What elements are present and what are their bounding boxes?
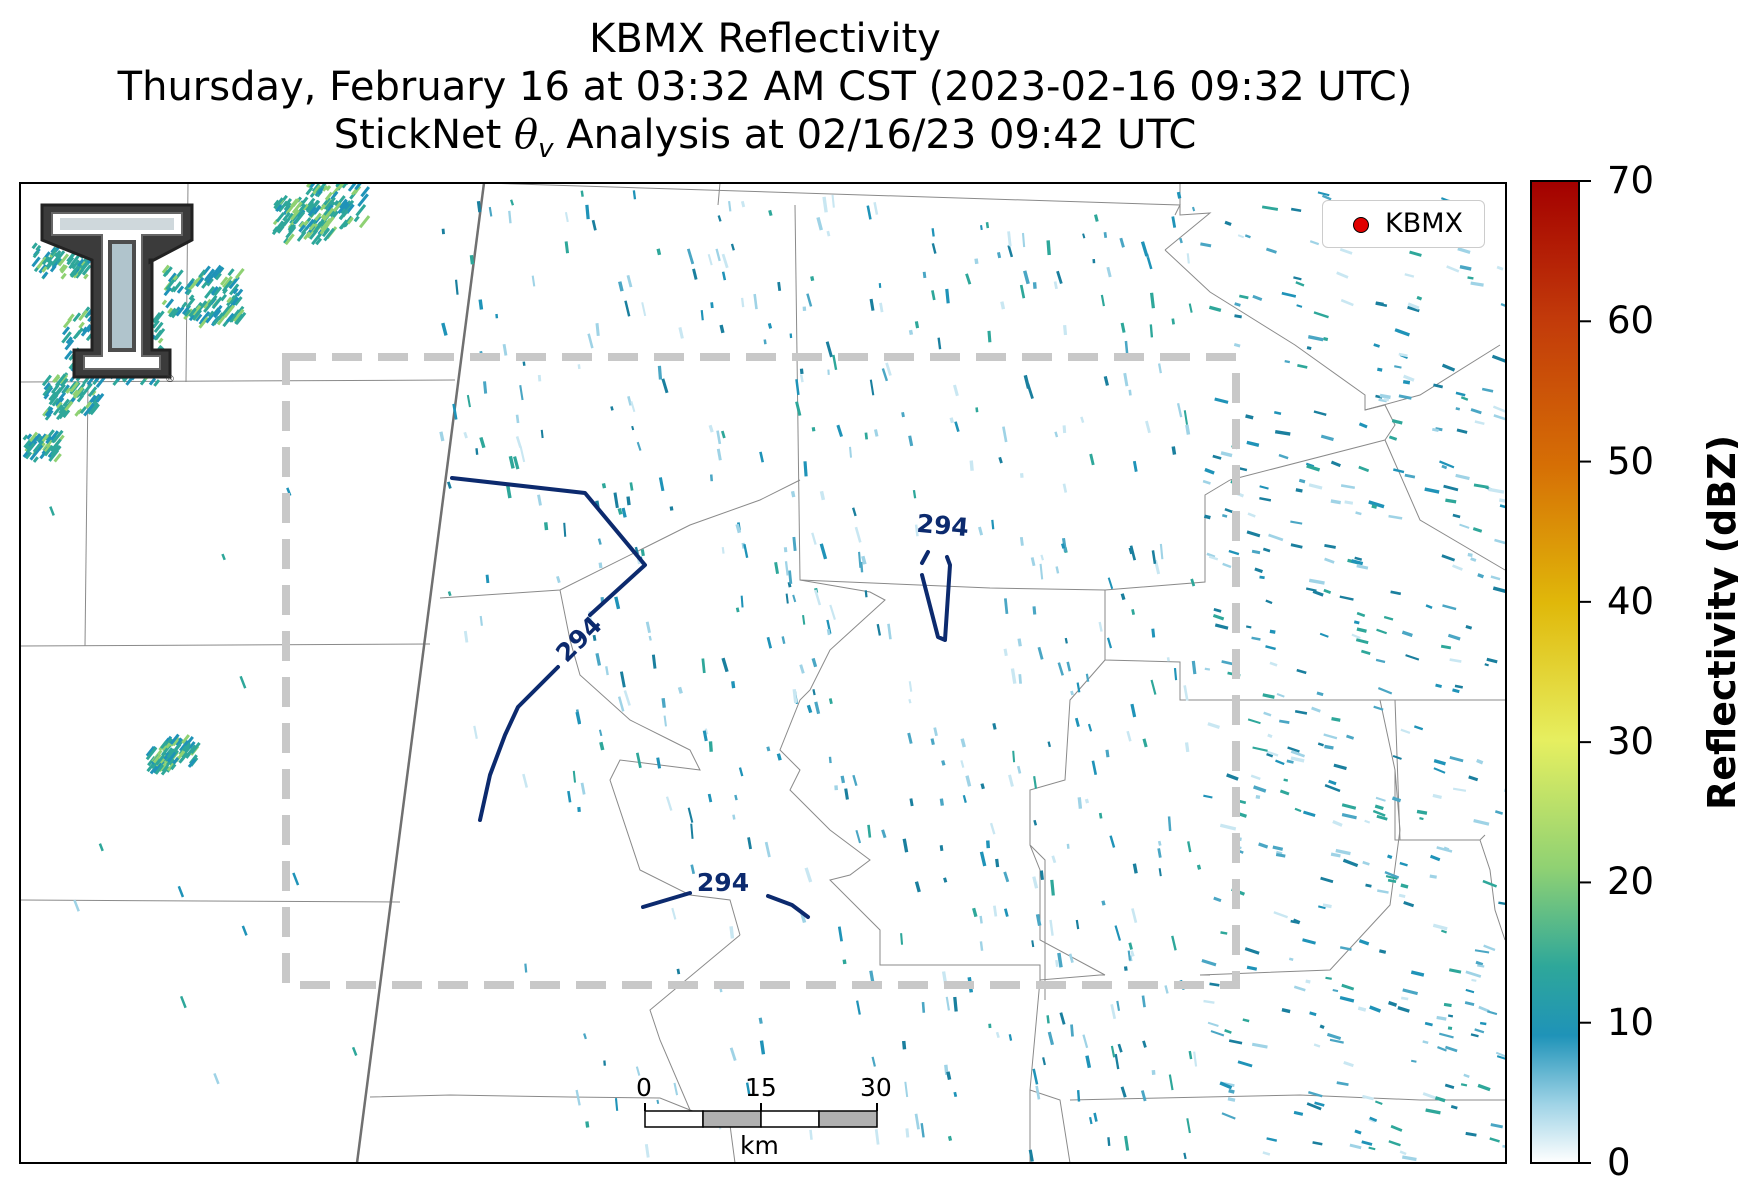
colorbar-tick-label: 30 bbox=[1607, 720, 1655, 764]
radar-echoes bbox=[22, 183, 1506, 1162]
scale-bar-tick-30: 30 bbox=[860, 1073, 892, 1102]
colorbar-tick-label: 10 bbox=[1607, 1000, 1655, 1044]
county-boundaries bbox=[20, 183, 1506, 1163]
colorbar bbox=[1530, 180, 1580, 1164]
map-legend: KBMX bbox=[1322, 200, 1485, 248]
map-axes-frame bbox=[19, 182, 1507, 1164]
plot-title-line-2: Thursday, February 16 at 03:32 AM CST (2… bbox=[117, 64, 1413, 110]
radar-site-marker-icon bbox=[1353, 217, 1369, 233]
colorbar-tick-label: 60 bbox=[1607, 299, 1655, 343]
plot-title-line-1: KBMX Reflectivity bbox=[589, 16, 941, 62]
colorbar-tick-label: 0 bbox=[1607, 1141, 1631, 1184]
analysis-domain-box bbox=[282, 353, 1240, 989]
theta-v-contour-1 bbox=[450, 476, 647, 617]
theta-v-contour-3 bbox=[641, 891, 810, 919]
scale-bar-tick-15: 15 bbox=[745, 1073, 777, 1102]
colorbar-label: Reflectivity (dBZ) bbox=[1700, 434, 1738, 810]
colorbar-tick-label: 50 bbox=[1607, 439, 1655, 483]
scale-bar bbox=[644, 1103, 878, 1128]
contour-label: 294 bbox=[697, 868, 749, 897]
colorbar-tick-label: 20 bbox=[1607, 860, 1655, 904]
colorbar-tick-label: 40 bbox=[1607, 579, 1655, 623]
legend-label: KBMX bbox=[1385, 208, 1464, 239]
theta-v-contour-2 bbox=[920, 550, 952, 642]
svg-text:®: ® bbox=[165, 374, 175, 385]
plot-title-line-3: StickNet θv Analysis at 02/16/23 09:42 U… bbox=[333, 112, 1197, 164]
colorbar-tick-label: 70 bbox=[1607, 159, 1655, 202]
contour-label: 294 bbox=[915, 509, 970, 542]
theta-v-contour-1-lower bbox=[478, 665, 560, 822]
state-boundary-line bbox=[355, 183, 486, 1163]
scale-bar-tick-0: 0 bbox=[636, 1073, 652, 1102]
scale-bar-unit: km bbox=[740, 1131, 779, 1160]
texas-tech-double-t-logo: ® bbox=[40, 203, 194, 385]
